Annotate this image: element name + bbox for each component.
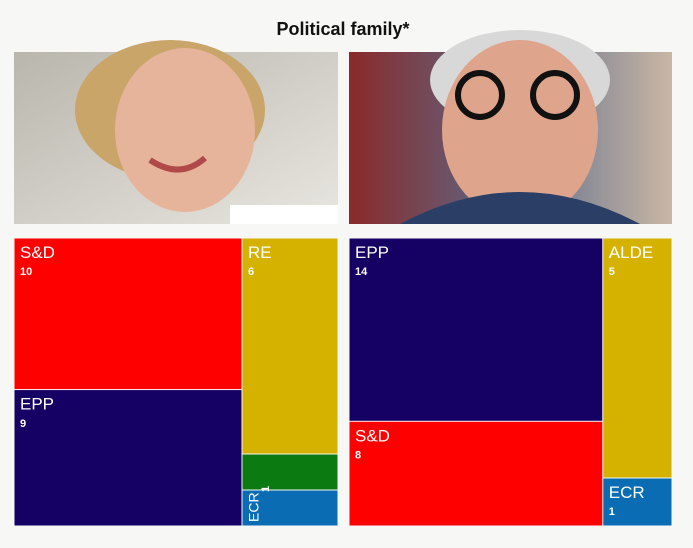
tile	[14, 238, 242, 390]
photo-right	[349, 30, 672, 224]
title: Political family*	[276, 19, 409, 39]
tile	[603, 238, 672, 478]
tile	[14, 390, 242, 526]
tile-name: EPP	[20, 395, 54, 414]
tile-name: ECR	[609, 483, 645, 502]
tile-name: S&D	[20, 243, 55, 262]
tile-value: 1	[260, 486, 272, 492]
tile-value: 6	[248, 266, 254, 278]
tile-value: 5	[609, 266, 615, 278]
tile-value: 14	[355, 266, 368, 278]
tile-name: ALDE	[609, 243, 653, 262]
tile	[349, 421, 603, 526]
photo-left	[14, 40, 338, 224]
tile	[242, 238, 338, 454]
tile	[349, 238, 603, 421]
tile-value: 8	[355, 449, 361, 461]
tile-name: S&D	[355, 426, 390, 445]
tile	[242, 490, 338, 526]
tile-name: ECR	[245, 492, 261, 522]
tile-value: 1	[609, 506, 615, 518]
tile-name: EPP	[355, 243, 389, 262]
tile-name: RE	[248, 243, 272, 262]
tile	[603, 478, 672, 526]
tile-value: 10	[20, 266, 32, 278]
tile	[242, 454, 338, 490]
tile-value: 9	[20, 418, 26, 430]
